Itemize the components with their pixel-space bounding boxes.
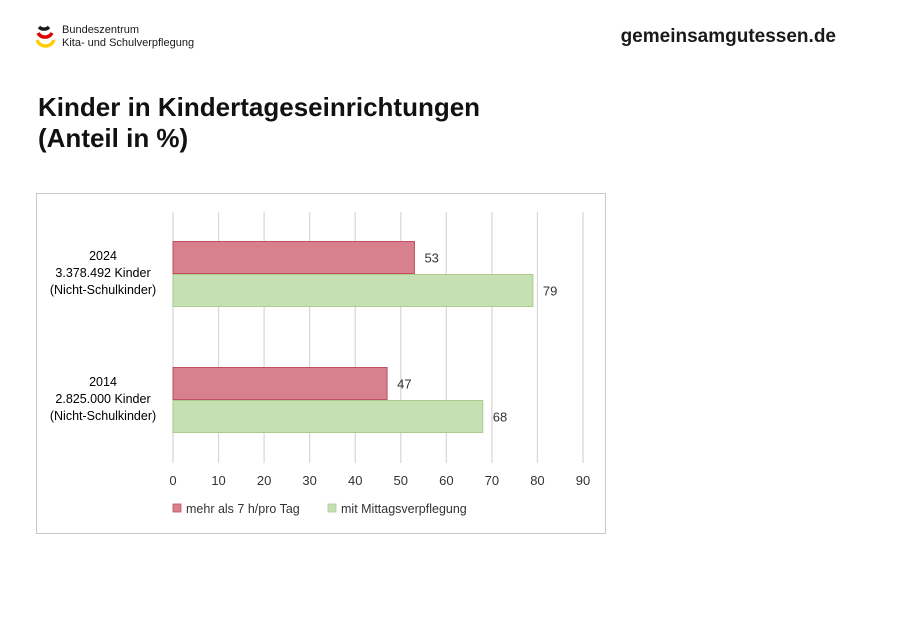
x-tick-label: 90 — [576, 473, 590, 488]
data-label: 68 — [493, 410, 507, 425]
bar-more-than-7h-1 — [172, 367, 388, 400]
chart-frame: 0 10 20 30 40 50 60 70 80 90 2024 3.378.492 Kinder (… — [36, 193, 606, 534]
x-tick-label: 50 — [394, 473, 408, 488]
x-tick-label: 30 — [302, 473, 316, 488]
x-tick-label: 10 — [211, 473, 225, 488]
x-tick-label: 20 — [257, 473, 271, 488]
category-label-line: (Nicht-Schulkinder) — [50, 283, 156, 297]
category-label: 2024 3.378.492 Kinder (Nicht-Schulkinder) — [50, 249, 156, 297]
data-label: 79 — [543, 284, 557, 299]
bar-lunch-1 — [172, 400, 484, 433]
legend-swatch — [327, 503, 337, 513]
x-tick-label: 40 — [348, 473, 362, 488]
data-label: 47 — [397, 377, 411, 392]
category-label-line: 3.378.492 Kinder — [55, 266, 150, 280]
site-url: gemeinsamgutessen.de — [620, 26, 836, 47]
bar-chart: 0 10 20 30 40 50 60 70 80 90 2024 3.378.492 Kinder (… — [50, 212, 590, 516]
title-line-1: Kinder in Kindertageseinrichtungen — [38, 92, 481, 122]
bar-more-than-7h-0 — [172, 241, 415, 274]
logo-text: Bundeszentrum Kita- und Schulverpflegung — [62, 24, 194, 50]
logo-arcs-icon — [36, 25, 56, 48]
category-label: 2014 2.825.000 Kinder (Nicht-Schulkinder) — [50, 375, 156, 423]
x-tick-label: 60 — [439, 473, 453, 488]
bar-lunch-0 — [172, 274, 534, 307]
logo: Bundeszentrum Kita- und Schulverpflegung — [36, 24, 194, 50]
legend-label: mehr als 7 h/pro Tag — [186, 502, 300, 516]
legend-label: mit Mittagsverpflegung — [341, 502, 467, 516]
logo-line-1: Bundeszentrum — [62, 24, 140, 36]
category-label-line: 2014 — [89, 375, 117, 389]
legend-swatch — [172, 503, 182, 513]
title-line-2: (Anteil in %) — [38, 123, 189, 153]
category-label-line: (Nicht-Schulkinder) — [50, 409, 156, 423]
page-title: Kinder in Kindertageseinrichtungen (Ante… — [38, 92, 480, 154]
x-tick-label: 70 — [485, 473, 499, 488]
data-label: 53 — [424, 251, 438, 266]
category-label-line: 2024 — [89, 249, 117, 263]
category-label-line: 2.825.000 Kinder — [55, 392, 150, 406]
x-tick-label: 0 — [169, 473, 176, 488]
x-tick-label: 80 — [530, 473, 544, 488]
logo-line-2: Kita- und Schulverpflegung — [62, 37, 195, 49]
